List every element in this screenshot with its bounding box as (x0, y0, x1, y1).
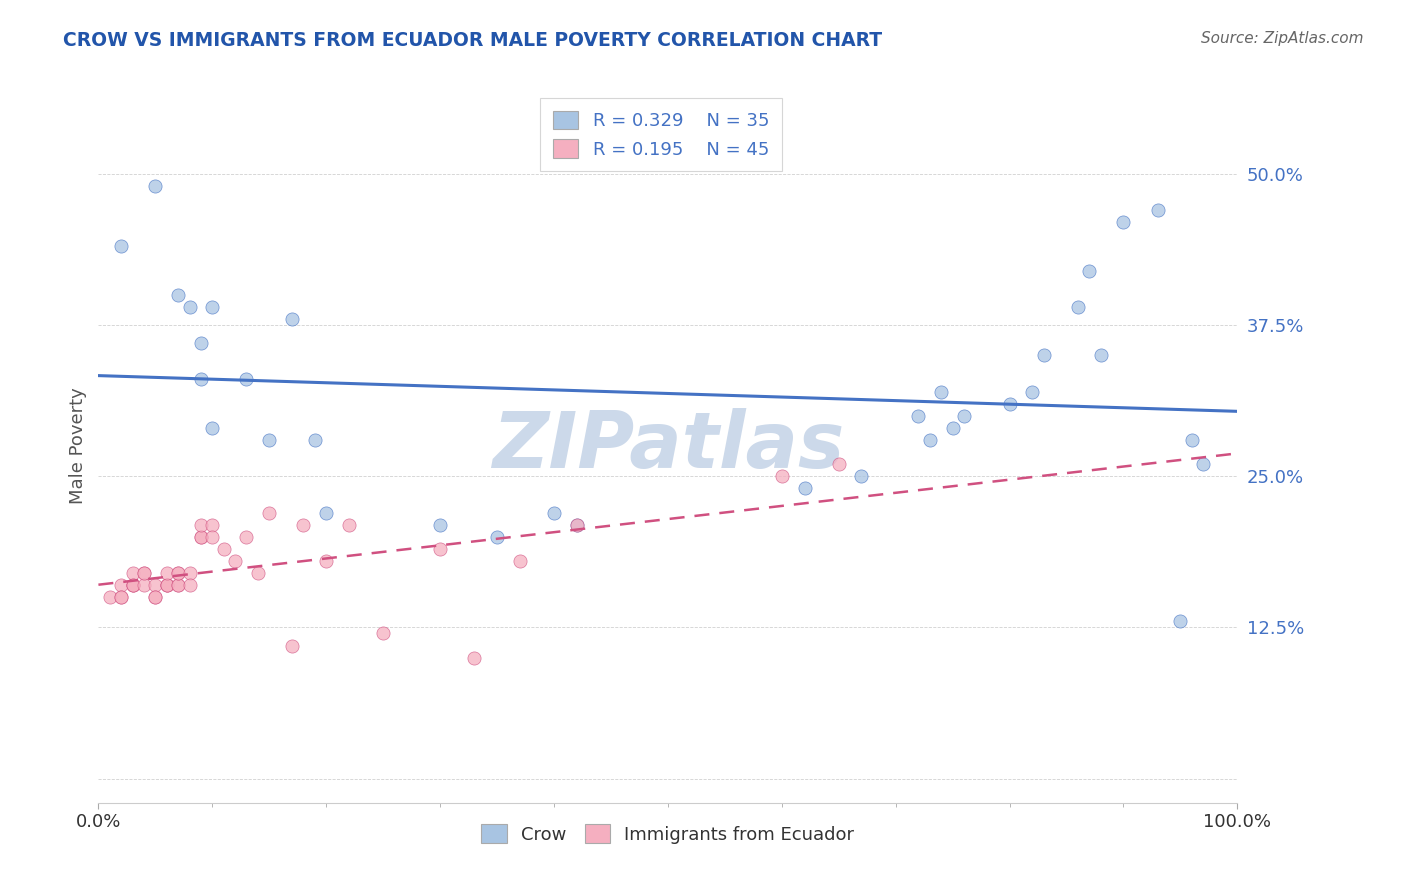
Point (315, 506, 337, 520)
Text: ZIPatlas: ZIPatlas (492, 408, 844, 484)
Point (1146, 203, 1168, 218)
Point (190, 530, 212, 544)
Point (907, 409, 929, 423)
Point (179, 578, 201, 592)
Point (1032, 348, 1054, 362)
Point (110, 239, 132, 253)
Point (246, 566, 269, 580)
Point (281, 312, 304, 326)
Point (1067, 300, 1090, 314)
Text: CROW VS IMMIGRANTS FROM ECUADOR MALE POVERTY CORRELATION CHART: CROW VS IMMIGRANTS FROM ECUADOR MALE POV… (63, 31, 883, 50)
Point (167, 578, 190, 592)
Point (259, 506, 281, 520)
Legend: Crow, Immigrants from Ecuador: Crow, Immigrants from Ecuador (474, 817, 862, 851)
Point (337, 517, 360, 532)
Point (156, 578, 179, 592)
Point (190, 517, 212, 532)
Point (292, 517, 315, 532)
Point (156, 566, 179, 580)
Point (98, 590, 121, 604)
Point (132, 566, 155, 580)
Point (1170, 615, 1192, 629)
Point (224, 554, 246, 568)
Point (770, 469, 793, 483)
Point (942, 421, 965, 435)
Point (235, 530, 257, 544)
Point (201, 421, 224, 435)
Point (190, 336, 212, 351)
Point (1021, 384, 1043, 399)
Point (121, 578, 143, 592)
Point (543, 506, 565, 520)
Point (429, 517, 451, 532)
Point (179, 300, 201, 314)
Point (793, 481, 815, 495)
Point (929, 384, 952, 399)
Point (281, 639, 304, 653)
Point (371, 626, 394, 640)
Point (1112, 215, 1135, 229)
Point (1090, 348, 1112, 362)
Point (486, 530, 509, 544)
Point (463, 650, 485, 665)
Point (145, 590, 167, 604)
Point (259, 433, 281, 447)
Point (201, 517, 224, 532)
Point (167, 566, 190, 580)
Point (110, 590, 132, 604)
Point (565, 517, 588, 532)
Text: Source: ZipAtlas.com: Source: ZipAtlas.com (1201, 31, 1364, 46)
Point (121, 578, 143, 592)
Point (167, 578, 190, 592)
Point (998, 397, 1021, 411)
Point (179, 566, 201, 580)
Point (851, 469, 873, 483)
Point (167, 288, 190, 302)
Point (132, 566, 155, 580)
Point (132, 578, 155, 592)
Point (201, 300, 224, 314)
Point (156, 578, 179, 592)
Point (201, 530, 224, 544)
Point (145, 590, 167, 604)
Point (1192, 457, 1215, 471)
Point (1078, 263, 1101, 277)
Point (509, 554, 531, 568)
Point (304, 433, 326, 447)
Point (429, 541, 451, 556)
Point (121, 566, 143, 580)
Point (190, 372, 212, 386)
Point (565, 517, 588, 532)
Point (212, 541, 235, 556)
Point (167, 566, 190, 580)
Point (156, 578, 179, 592)
Point (1181, 433, 1204, 447)
Point (235, 372, 257, 386)
Point (190, 530, 212, 544)
Point (121, 578, 143, 592)
Point (828, 457, 851, 471)
Point (918, 433, 941, 447)
Point (110, 578, 132, 592)
Point (145, 578, 167, 592)
Point (953, 409, 976, 423)
Y-axis label: Male Poverty: Male Poverty (69, 388, 87, 504)
Point (110, 590, 132, 604)
Point (315, 554, 337, 568)
Point (145, 178, 167, 193)
